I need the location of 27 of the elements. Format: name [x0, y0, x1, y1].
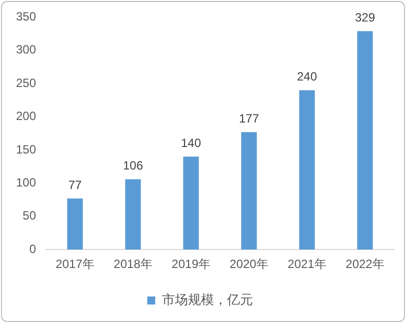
y-tick-label: 300: [16, 42, 36, 57]
data-label: 140: [180, 136, 202, 150]
y-tick-label: 150: [16, 142, 36, 156]
y-tick-label: 50: [22, 208, 36, 223]
data-label: 77: [68, 178, 82, 192]
bar: [125, 179, 141, 250]
x-tick-label: 2022年: [346, 257, 384, 272]
data-label: 329: [354, 10, 376, 24]
legend-label: 市场规模，亿元: [162, 292, 253, 308]
y-tick-label: 250: [16, 76, 36, 90]
y-tick-label: 200: [16, 109, 36, 124]
bar: [67, 198, 83, 250]
bar: [357, 31, 373, 250]
y-tick-label: 350: [16, 10, 36, 24]
y-tick-label: 100: [16, 176, 36, 190]
x-tick-label: 2021年: [288, 257, 326, 272]
data-label: 106: [123, 158, 144, 173]
bar: [183, 156, 199, 250]
data-label: 177: [238, 111, 260, 126]
x-tick-label: 2018年: [114, 257, 152, 272]
bar: [241, 132, 257, 250]
x-tick-label: 2020年: [230, 257, 268, 272]
bar: [299, 90, 315, 250]
x-tick-label: 2019年: [172, 257, 210, 272]
data-label: 240: [296, 70, 318, 84]
y-tick-label: 0: [29, 242, 36, 256]
x-tick-label: 2017年: [56, 257, 94, 272]
